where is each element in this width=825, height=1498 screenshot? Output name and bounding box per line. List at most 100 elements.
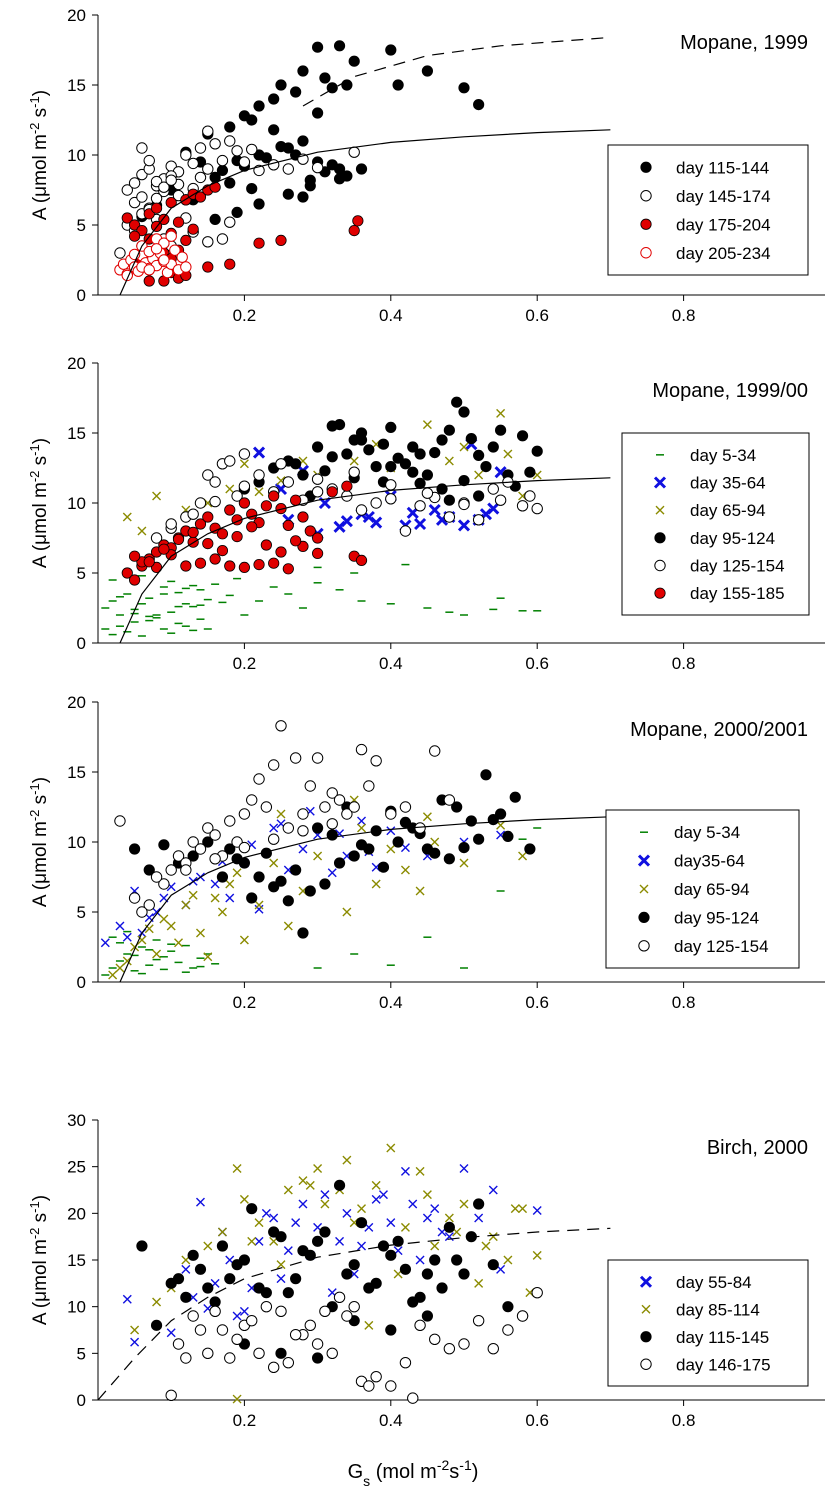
data-point xyxy=(261,1208,271,1218)
data-point xyxy=(377,861,390,873)
data-point xyxy=(297,65,309,77)
data-point xyxy=(282,1287,294,1299)
data-point xyxy=(377,1240,390,1252)
data-point xyxy=(342,1208,352,1218)
data-point xyxy=(422,812,432,822)
data-point xyxy=(136,1240,148,1252)
data-point xyxy=(253,100,265,112)
y-tick-label: 25 xyxy=(67,1158,86,1177)
data-point xyxy=(231,1259,243,1271)
legend: day 5-34 day35-64 day 65-94 day 95-124 day 1… xyxy=(605,809,800,969)
data-point xyxy=(399,1356,412,1369)
data-point xyxy=(180,149,192,161)
data-point xyxy=(217,907,227,917)
data-point xyxy=(304,885,316,897)
legend-label: day 55-84 xyxy=(676,1273,752,1292)
legend-marker xyxy=(640,218,652,230)
data-point xyxy=(187,1249,199,1261)
data-point xyxy=(371,879,381,889)
data-point xyxy=(385,1249,397,1261)
data-point xyxy=(202,469,214,481)
data-point xyxy=(473,1198,485,1210)
data-point xyxy=(392,1235,404,1247)
y-tick-label: 30 xyxy=(67,1111,86,1130)
data-point xyxy=(283,1246,293,1256)
data-point xyxy=(130,1325,140,1335)
data-point xyxy=(115,963,125,973)
data-point xyxy=(121,212,133,224)
data-point xyxy=(238,480,251,492)
data-point xyxy=(231,206,243,218)
data-point xyxy=(399,816,412,829)
fit-curve xyxy=(119,129,611,296)
data-point xyxy=(304,180,316,192)
data-point xyxy=(136,191,148,203)
x-tick-label: 0.4 xyxy=(379,1411,403,1430)
data-point xyxy=(355,743,368,756)
x-axis-label: Gs (mol m-2s-1) xyxy=(348,1457,479,1489)
data-point xyxy=(158,543,170,555)
data-point xyxy=(311,441,324,453)
data-point xyxy=(333,1291,346,1304)
data-point xyxy=(503,449,513,459)
data-point xyxy=(165,1389,177,1402)
data-point xyxy=(121,184,133,196)
data-point xyxy=(459,442,469,452)
data-point xyxy=(407,1392,419,1404)
data-point xyxy=(165,230,177,242)
data-point xyxy=(238,808,251,820)
data-point xyxy=(268,93,280,105)
x-tick-label: 0.8 xyxy=(672,1411,696,1430)
data-point xyxy=(194,1324,207,1336)
data-point xyxy=(509,791,521,803)
data-point xyxy=(348,850,360,862)
data-point xyxy=(165,864,177,876)
data-point xyxy=(282,822,295,834)
data-point xyxy=(385,1380,397,1392)
y-tick-label: 5 xyxy=(77,564,86,583)
data-point xyxy=(180,1291,192,1303)
data-point xyxy=(357,1204,367,1214)
y-tick-label: 10 xyxy=(67,494,86,513)
data-point xyxy=(436,1282,448,1294)
data-point xyxy=(451,1254,463,1266)
data-point xyxy=(209,829,221,841)
chart-title: Mopane, 2000/2001 xyxy=(630,719,808,741)
data-point xyxy=(458,1338,470,1350)
data-point xyxy=(408,1199,418,1209)
data-point xyxy=(224,258,236,270)
data-point xyxy=(260,801,273,813)
data-point xyxy=(414,1319,426,1332)
data-point xyxy=(276,809,286,819)
data-point xyxy=(297,191,309,203)
y-tick-label: 20 xyxy=(67,354,86,373)
data-point xyxy=(282,895,294,907)
data-point xyxy=(188,890,198,900)
data-point xyxy=(225,484,235,494)
x-tick-label: 0.6 xyxy=(525,1411,549,1430)
data-point xyxy=(311,532,324,544)
x-tick-label: 0.2 xyxy=(233,993,257,1012)
data-point xyxy=(187,1310,199,1322)
data-point xyxy=(386,1218,396,1228)
data-point xyxy=(474,1278,484,1288)
data-point xyxy=(494,494,507,506)
y-tick-label: 10 xyxy=(67,833,86,852)
data-point xyxy=(422,1213,432,1223)
data-point xyxy=(239,1306,249,1316)
data-point xyxy=(269,1213,279,1223)
data-point xyxy=(150,192,163,205)
data-point xyxy=(421,1310,433,1322)
data-point xyxy=(465,815,477,827)
data-point xyxy=(224,216,236,228)
data-point xyxy=(357,816,367,826)
x-tick-label: 0.8 xyxy=(672,654,696,673)
data-point xyxy=(275,1305,287,1318)
data-point xyxy=(487,813,499,826)
data-point xyxy=(443,853,455,865)
data-point xyxy=(150,202,163,214)
y-tick-label: 15 xyxy=(67,424,86,443)
data-point xyxy=(429,847,441,859)
data-point xyxy=(202,1347,214,1360)
